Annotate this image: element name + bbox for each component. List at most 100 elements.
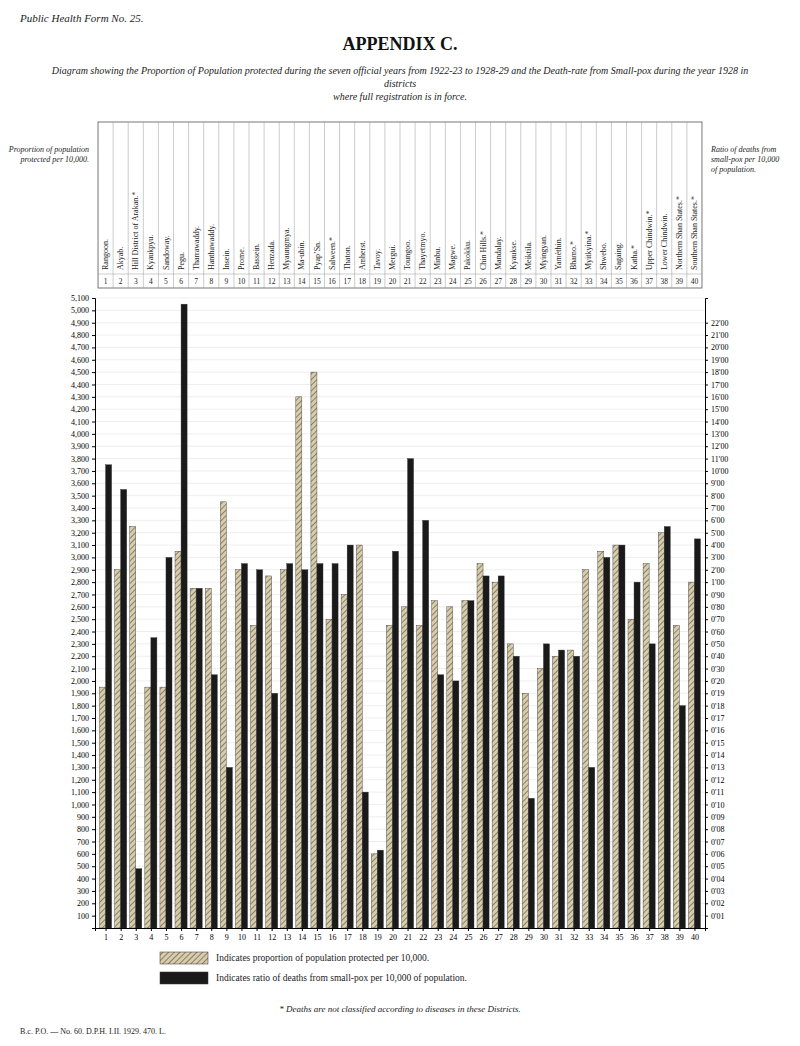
tick-mark xyxy=(705,409,708,410)
bar xyxy=(287,564,293,928)
tick-label: 17 xyxy=(344,933,352,942)
tick-label: 0'09 xyxy=(711,813,724,822)
tick-mark xyxy=(705,372,708,373)
tick: 20'00 xyxy=(705,343,728,352)
header-number: 10 xyxy=(238,277,246,286)
tick: 3,300 xyxy=(71,516,95,525)
header-divider xyxy=(475,122,476,288)
chart-svg: Public Health Form No. 25.APPENDIX C.Dia… xyxy=(0,0,800,1046)
bar xyxy=(377,850,383,928)
tick: 1,700 xyxy=(71,714,95,723)
tick-label: 0'12 xyxy=(711,776,724,785)
district-name: Katha.* xyxy=(630,245,639,270)
tick: 0'17 xyxy=(705,714,724,723)
tick-mark xyxy=(136,928,137,931)
footnote: * Deaths are not classified according to… xyxy=(279,1004,521,1014)
bar xyxy=(296,397,302,928)
tick-label: 21 xyxy=(404,933,412,942)
bar xyxy=(106,465,112,928)
tick: 17'00 xyxy=(705,381,728,390)
tick: 0'10 xyxy=(705,801,724,810)
tick-label: 10 xyxy=(238,933,246,942)
tick-label: 0'15 xyxy=(711,739,724,748)
tick-mark xyxy=(92,842,95,843)
tick-label: 0'50 xyxy=(711,640,724,649)
tick-mark xyxy=(453,928,454,931)
tick: 0'90 xyxy=(705,591,724,600)
bar xyxy=(604,557,610,928)
tick-label: 4,500 xyxy=(71,368,89,377)
tick: 4,600 xyxy=(71,356,95,365)
tick-label: 0'40 xyxy=(711,652,724,661)
tick: 0'12 xyxy=(705,776,724,785)
tick: 0'13 xyxy=(705,763,724,772)
tick: 22'00 xyxy=(705,319,728,328)
legend-swatch xyxy=(160,952,208,964)
tick: 4,400 xyxy=(71,381,95,390)
legend-swatch xyxy=(160,972,208,984)
tick-mark xyxy=(92,854,95,855)
bar xyxy=(362,792,368,928)
tick-label: 10'00 xyxy=(711,467,728,476)
header-divider xyxy=(566,122,567,288)
tick-label: 4,800 xyxy=(71,331,89,340)
tick-mark xyxy=(92,743,95,744)
tick-label: 26 xyxy=(480,933,488,942)
tick-label: 0'07 xyxy=(711,838,724,847)
tick-label: 40 xyxy=(691,933,699,942)
tick-mark xyxy=(257,928,258,931)
header-number: 25 xyxy=(464,277,472,286)
header-divider xyxy=(550,122,551,288)
tick: 2,500 xyxy=(71,615,95,624)
tick-mark xyxy=(332,928,333,931)
bar xyxy=(211,675,217,928)
tick-mark xyxy=(679,928,680,931)
header-divider xyxy=(611,122,612,288)
bar-series xyxy=(100,372,695,928)
y2-axis-title: Ratio of deaths fromsmall-pox per 10,000… xyxy=(710,145,779,174)
tick: 27 xyxy=(495,928,503,942)
tick: 0'11 xyxy=(705,788,724,797)
tick-label: 22 xyxy=(419,933,427,942)
tick-label: 20 xyxy=(389,933,397,942)
tick: 0'18 xyxy=(705,702,724,711)
tick-label: 14 xyxy=(298,933,306,942)
district-name: Bhamo.* xyxy=(569,241,578,270)
bar xyxy=(326,619,332,928)
tick-mark xyxy=(705,632,708,633)
bar xyxy=(477,564,483,928)
tick-mark xyxy=(92,718,95,719)
tick: 0'05 xyxy=(705,862,724,871)
tick-label: 4 xyxy=(149,933,153,942)
header-number: 5 xyxy=(164,277,168,286)
bar xyxy=(643,564,649,928)
bar-series xyxy=(106,304,701,928)
tick-label: 31 xyxy=(555,933,563,942)
tick: 23 xyxy=(434,928,442,942)
tick: 1 xyxy=(104,928,108,942)
tick: 100 xyxy=(77,912,95,921)
header-number: 37 xyxy=(645,277,653,286)
tick-label: 800 xyxy=(77,825,89,834)
tick-mark xyxy=(92,409,95,410)
tick-label: 2,800 xyxy=(71,578,89,587)
tick: 6 xyxy=(180,928,184,942)
x-axis-line xyxy=(96,929,706,932)
tick-label: 20'00 xyxy=(711,343,728,352)
bar xyxy=(589,767,595,928)
bar xyxy=(492,582,498,928)
tick: 31 xyxy=(555,928,563,942)
header-number: 35 xyxy=(615,277,623,286)
tick-label: 0'06 xyxy=(711,850,724,859)
tick-label: 6'00 xyxy=(711,516,724,525)
tick-label: 2,600 xyxy=(71,603,89,612)
tick: 10 xyxy=(238,928,246,942)
tick: 8 xyxy=(210,928,214,942)
tick-label: 3,000 xyxy=(71,553,89,562)
tick: 40 xyxy=(691,928,699,942)
district-name: Lower Chindwin. xyxy=(660,214,669,270)
tick-mark xyxy=(106,928,107,931)
y-axis-line xyxy=(92,299,96,929)
tick-label: 1'00 xyxy=(711,578,724,587)
tick-mark xyxy=(498,928,499,931)
